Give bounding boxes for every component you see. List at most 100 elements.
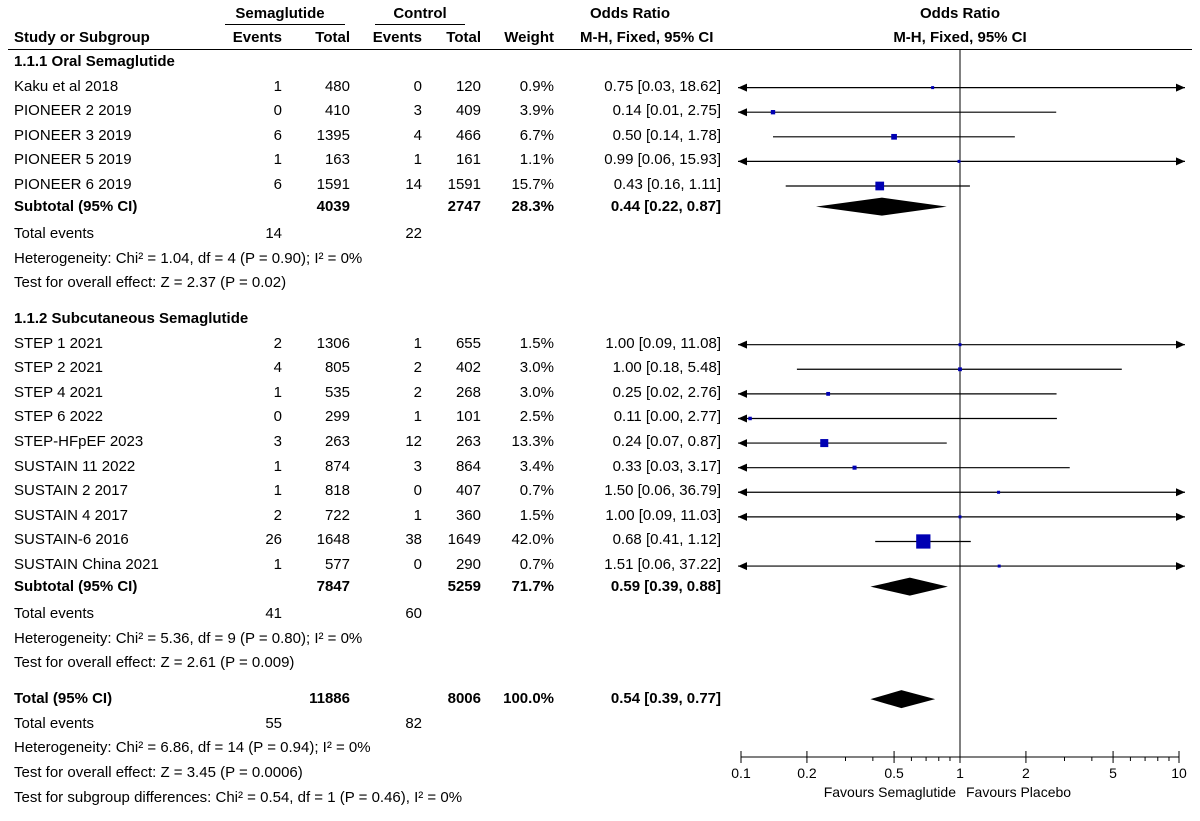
heterogeneity-text: Heterogeneity: Chi² = 5.36, df = 9 (P = … (14, 629, 363, 647)
total-control: 864 (455, 457, 481, 475)
events-control: 4 (413, 126, 422, 144)
total-semaglutide: 535 (324, 383, 350, 401)
total-control: 402 (455, 359, 481, 377)
total-events-control: 60 (405, 605, 422, 623)
x-axis-tick-label: 0.5 (884, 765, 904, 781)
study-left-arrow (738, 488, 747, 497)
events-semaglutide: 26 (265, 531, 282, 549)
events-semaglutide: 6 (273, 176, 282, 193)
study-weight: 6.7% (519, 126, 554, 144)
study-point-estimate (958, 515, 962, 519)
study-odds-ratio-ci: 0.33 [0.03, 3.17] (612, 457, 721, 475)
study-weight: 0.9% (519, 77, 554, 95)
total-semaglutide: 1648 (316, 531, 350, 549)
study-odds-ratio-ci: 0.25 [0.02, 2.76] (612, 383, 721, 401)
study-name: Kaku et al 2018 (14, 77, 119, 95)
study-point-estimate (997, 490, 1001, 494)
total-events-control: 22 (405, 225, 422, 243)
subtotal-total-semaglutide: 4039 (316, 197, 350, 215)
study-name: PIONEER 6 2019 (14, 176, 132, 193)
study-weight: 2.5% (519, 408, 554, 426)
study-odds-ratio-ci: 0.43 [0.16, 1.11] (613, 176, 721, 193)
study-odds-ratio-ci: 0.68 [0.41, 1.12] (612, 531, 721, 549)
study-odds-ratio-ci: 0.50 [0.14, 1.78] (612, 126, 721, 144)
study-odds-ratio-ci: 0.99 [0.06, 15.93] (604, 151, 721, 169)
events-control: 0 (413, 482, 422, 500)
x-axis-tick-label: 1 (956, 765, 964, 781)
events-control: 3 (413, 102, 422, 120)
study-point-estimate (957, 159, 961, 163)
study-name: SUSTAIN China 2021 (14, 556, 159, 574)
total-semaglutide: 805 (324, 359, 350, 377)
total-control: 655 (455, 334, 481, 352)
study-point-estimate (770, 110, 776, 115)
study-point-estimate (875, 181, 885, 191)
subgroup-title: 1.1.2 Subcutaneous Semaglutide (14, 310, 249, 328)
total-events-semaglutide: 55 (265, 714, 282, 732)
group2-header: Control (393, 5, 447, 22)
total-control: 268 (455, 383, 481, 401)
study-left-arrow (738, 83, 747, 92)
events-semaglutide: 1 (273, 482, 282, 500)
study-right-arrow (1176, 512, 1185, 521)
study-column-header: Study or Subgroup (14, 29, 150, 46)
events-control: 3 (413, 457, 422, 475)
header-divider (8, 49, 1192, 50)
subtotal-label: Subtotal (95% CI) (14, 577, 138, 595)
total-control: 407 (455, 482, 481, 500)
study-name: STEP 2 2021 (14, 359, 103, 377)
study-point-estimate (820, 439, 829, 448)
study-point-estimate (958, 343, 962, 347)
total-semaglutide: 299 (324, 408, 350, 426)
events-semaglutide: 1 (273, 556, 282, 574)
events-semaglutide: 4 (273, 359, 282, 377)
total1-column-header: Total (315, 29, 350, 46)
total-events-semaglutide: 41 (265, 605, 282, 623)
overall-effect-text: Test for overall effect: Z = 2.61 (P = 0… (14, 654, 295, 672)
subtotal-odds-ratio-ci: 0.59 [0.39, 0.88] (610, 577, 721, 595)
x-axis-tick-label: 10 (1171, 765, 1187, 781)
subtotal-total-semaglutide: 7847 (316, 577, 350, 595)
events-control: 38 (405, 531, 422, 549)
total-semaglutide: 410 (324, 102, 350, 120)
favours-placebo-label: Favours Placebo (966, 784, 1071, 800)
x-axis-tick-label: 5 (1109, 765, 1117, 781)
study-name: STEP 4 2021 (14, 383, 103, 401)
events-control: 2 (413, 359, 422, 377)
subtotal-total-control: 2747 (447, 197, 481, 215)
study-point-estimate (997, 564, 1001, 568)
events-control: 14 (405, 176, 422, 193)
events-control: 1 (413, 334, 422, 352)
study-name: SUSTAIN-6 2016 (14, 531, 129, 549)
study-point-estimate (826, 391, 831, 396)
study-left-arrow (738, 512, 747, 521)
total-semaglutide: 1306 (316, 334, 350, 352)
events-control: 2 (413, 383, 422, 401)
total-semaglutide: 874 (324, 457, 350, 475)
total-control: 1591 (447, 176, 481, 193)
subgroup-title: 1.1.1 Oral Semaglutide (14, 53, 175, 70)
study-right-arrow (1176, 157, 1185, 166)
study-weight: 13.3% (511, 433, 554, 451)
subtotal-diamond (815, 197, 947, 216)
x-axis-tick-label: 0.2 (797, 765, 817, 781)
events-semaglutide: 3 (273, 433, 282, 451)
study-point-estimate (891, 133, 897, 140)
study-point-estimate (958, 367, 962, 372)
grand-total-weight: 100.0% (503, 690, 554, 708)
study-odds-ratio-ci: 1.00 [0.18, 5.48] (612, 359, 721, 377)
study-name: SUSTAIN 11 2022 (14, 457, 136, 475)
study-left-arrow (738, 414, 747, 423)
method-plot-header: M-H, Fixed, 95% CI (893, 29, 1027, 46)
total-control: 360 (455, 506, 481, 524)
study-left-arrow (738, 439, 747, 448)
total-control: 161 (455, 151, 481, 169)
study-odds-ratio-ci: 0.11 [0.00, 2.77] (613, 408, 721, 426)
study-left-arrow (738, 562, 747, 571)
grand-total-odds-ratio-ci: 0.54 [0.39, 0.77] (610, 690, 721, 708)
study-left-arrow (738, 389, 747, 398)
group2-underline (375, 24, 465, 25)
subtotal-weight: 28.3% (511, 197, 554, 215)
study-odds-ratio-ci: 0.24 [0.07, 0.87] (612, 433, 721, 451)
